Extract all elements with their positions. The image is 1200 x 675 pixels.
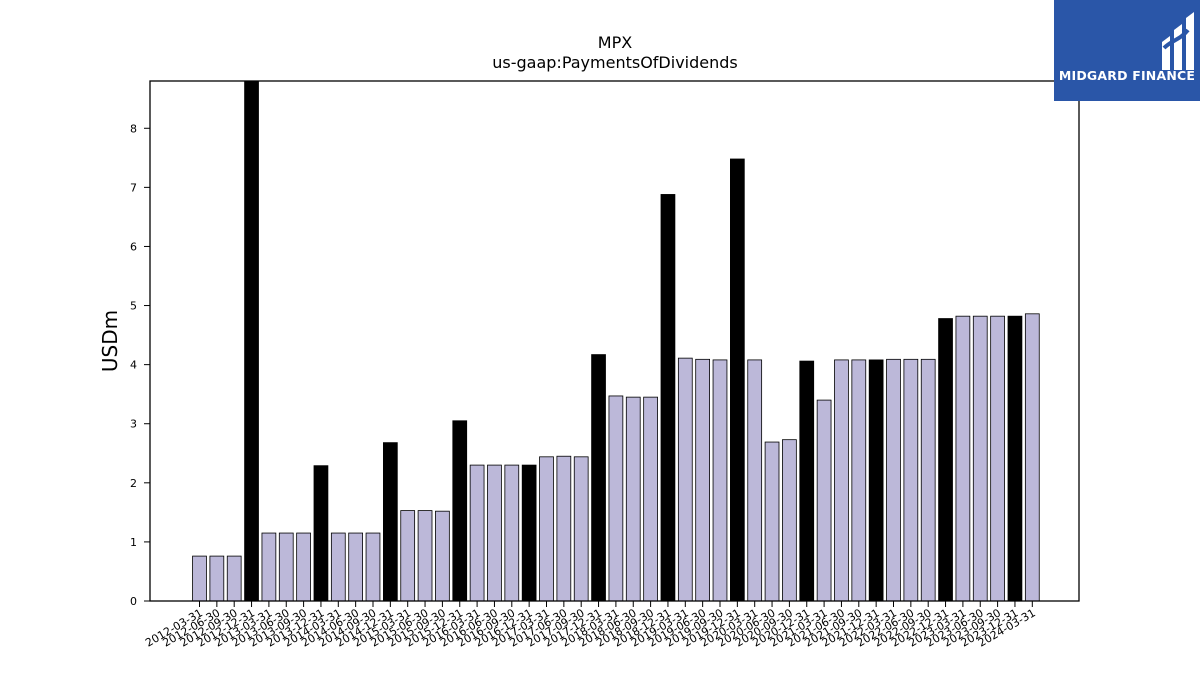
y-tick-label: 6: [130, 240, 137, 253]
bar: [556, 455, 572, 602]
y-tick-label: 7: [130, 181, 137, 194]
bar: [400, 510, 416, 602]
y-tick-label: 5: [130, 300, 137, 313]
bar: [643, 396, 658, 602]
bar: [261, 532, 277, 602]
brand-logo-text: MIDGARD FINANCE: [1058, 68, 1196, 83]
bar: [1024, 313, 1040, 602]
y-tick-label: 0: [130, 595, 137, 608]
bar: [712, 359, 728, 602]
y-tick-label: 1: [130, 536, 137, 549]
bar: [730, 158, 745, 602]
bar: [244, 80, 259, 602]
bar: [452, 420, 468, 602]
bar: [851, 359, 867, 602]
bar: [782, 439, 797, 602]
bar: [313, 465, 329, 602]
chart-title: MPX: [598, 33, 632, 52]
bar: [834, 359, 849, 602]
bar: [573, 456, 589, 602]
bar: [382, 442, 398, 602]
y-axis-label: USDm: [98, 310, 122, 372]
plot-area: 0123456782012-03-312012-06-302012-09-302…: [130, 80, 1040, 650]
brand-mark-icon: [1162, 12, 1194, 70]
brand-logo: MIDGARD FINANCE: [1054, 0, 1200, 101]
bar: [330, 532, 346, 602]
bar: [504, 464, 520, 602]
bar: [816, 399, 832, 602]
bar: [660, 194, 676, 602]
bar: [365, 532, 381, 602]
bar: [348, 532, 364, 602]
bar: [209, 555, 225, 602]
bar: [487, 464, 502, 602]
bar: [539, 456, 554, 602]
bar: [417, 510, 433, 602]
bar: [920, 358, 936, 602]
bar: [192, 555, 207, 602]
bar: [886, 358, 901, 602]
bar: [677, 357, 693, 602]
y-tick-label: 8: [130, 122, 137, 135]
y-tick-label: 3: [130, 418, 137, 431]
bar: [695, 358, 711, 602]
bar: [764, 441, 780, 602]
bar: [226, 555, 242, 602]
bar: [296, 532, 311, 602]
bar: [938, 318, 953, 602]
bar: [608, 395, 624, 602]
plot-frame: [149, 80, 1080, 602]
bar: [747, 359, 763, 602]
chart-subtitle: us-gaap:PaymentsOfDividends: [492, 53, 737, 72]
y-tick-label: 4: [130, 359, 137, 372]
bar: [278, 532, 294, 602]
bar: [625, 396, 641, 602]
bar: [955, 315, 971, 602]
bar: [1007, 315, 1023, 602]
bar: [903, 358, 919, 602]
bar: [868, 359, 884, 602]
bar: [469, 464, 485, 602]
bar: [990, 315, 1005, 602]
bar: [521, 464, 537, 602]
bar: [799, 360, 815, 602]
y-tick-label: 2: [130, 477, 137, 490]
bar: [435, 510, 450, 602]
bar: [591, 354, 606, 602]
bar: [972, 315, 988, 602]
